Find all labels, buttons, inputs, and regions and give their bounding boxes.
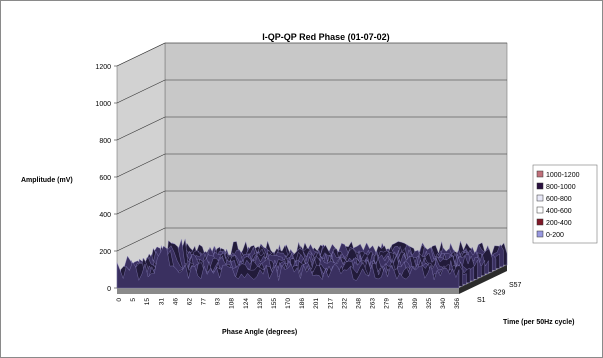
- x-tick-label: 217: [327, 298, 334, 309]
- gridline-side-400: [116, 190, 166, 215]
- x-tick-label: 108: [229, 298, 236, 309]
- x-tick-label: 170: [285, 298, 292, 309]
- x-tick-label: 340: [440, 298, 447, 309]
- x-tick-label: 201: [313, 298, 320, 309]
- x-tick-label: 325: [426, 298, 433, 309]
- x-tick-label: 139: [257, 298, 264, 309]
- gridline-side-600: [116, 153, 166, 178]
- x-tick-label: 309: [412, 298, 419, 309]
- x-tick-label: 294: [398, 298, 405, 309]
- y-tick-label: 800: [99, 138, 111, 145]
- legend: 1000-1200 800-1000 600-800 400-600 200-400 0-…: [532, 164, 598, 244]
- y-tick-label: 1200: [95, 64, 111, 71]
- x-tick-label: 31: [158, 298, 165, 306]
- legend-swatch: [536, 206, 544, 214]
- legend-swatch: [536, 194, 544, 202]
- x-tick-label: 279: [384, 298, 391, 309]
- x-tick-label: 248: [355, 298, 362, 309]
- z-tick-label: S1: [477, 297, 486, 304]
- z-axis-label: Time (per 50Hz cycle): [503, 319, 574, 326]
- surface-data: [116, 238, 508, 289]
- legend-swatch: [536, 182, 544, 190]
- legend-swatch: [536, 230, 544, 238]
- x-tick-label: 124: [243, 298, 250, 309]
- z-tick-label: S29: [493, 290, 506, 297]
- y-axis: 0 200 400 600 800 1000 1200: [95, 64, 117, 293]
- x-tick-label: 356: [454, 298, 461, 309]
- x-tick-label: 62: [186, 298, 193, 306]
- x-tick-label: 5: [130, 298, 137, 302]
- y-tick-label: 400: [99, 212, 111, 219]
- y-tick-label: 0: [107, 286, 111, 293]
- x-tick-label: 46: [172, 298, 179, 306]
- x-tick-label: 15: [144, 298, 151, 306]
- x-tick-label: 263: [370, 298, 377, 309]
- legend-swatch: [536, 170, 544, 178]
- x-tick-label: 186: [299, 298, 306, 309]
- z-tick-label: S57: [509, 282, 522, 289]
- gridline-side-1200: [116, 42, 166, 67]
- legend-swatch: [536, 218, 544, 226]
- y-tick-label: 200: [99, 249, 111, 256]
- y-tick-label: 1000: [95, 101, 111, 108]
- chart-title: I-QP-QP Red Phase (01-07-02): [262, 32, 389, 42]
- x-tick-label: 77: [201, 298, 208, 306]
- legend-label: 1000-1200: [546, 172, 580, 179]
- y-axis-label: Amplitude (mV): [21, 177, 73, 184]
- legend-label: 0-200: [546, 232, 564, 239]
- floor-edge: [459, 265, 507, 294]
- legend-label: 600-800: [546, 196, 572, 203]
- y-tick-label: 600: [99, 175, 111, 182]
- x-axis-label: Phase Angle (degrees): [222, 329, 297, 336]
- legend-box: [532, 164, 598, 244]
- x-tick-label: 232: [341, 298, 348, 309]
- floor-front-edge: [117, 288, 459, 294]
- x-tick-label: 0: [116, 298, 123, 302]
- surface-strip: [116, 245, 460, 289]
- x-tick-label: 155: [271, 298, 278, 309]
- gridline-side-1000: [116, 79, 166, 104]
- x-axis: 0 5 15 31 46 62 77 93 108 124 139 155 170 186 201 217 23…: [116, 298, 461, 309]
- gridline-side-800: [116, 116, 166, 141]
- gridline-side-200: [116, 227, 166, 252]
- legend-label: 800-1000: [546, 184, 576, 191]
- x-tick-label: 93: [215, 298, 222, 306]
- legend-label: 400-600: [546, 208, 572, 215]
- legend-label: 200-400: [546, 220, 572, 227]
